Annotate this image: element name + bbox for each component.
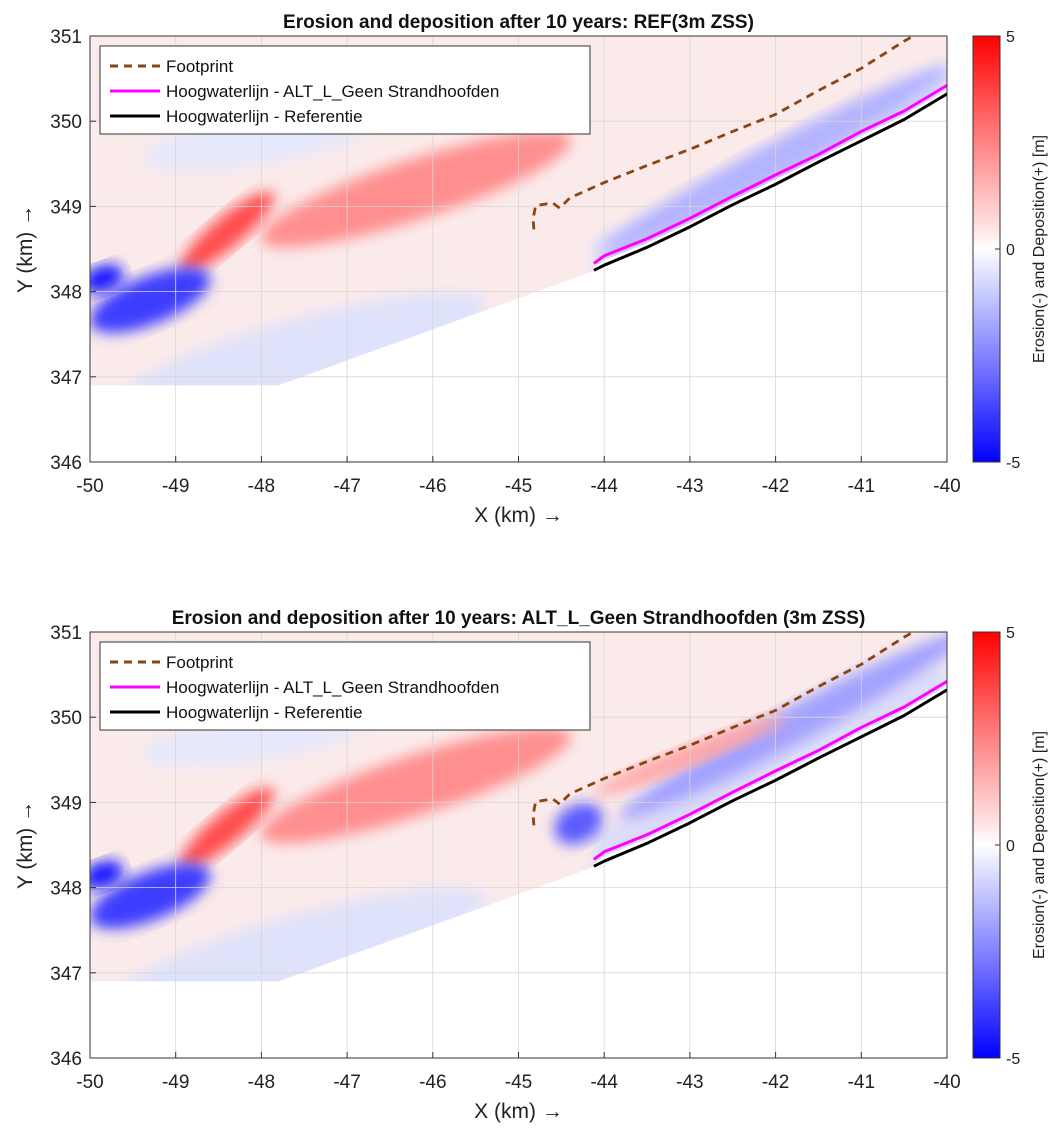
colorbar-tick-label: 5	[1006, 625, 1015, 642]
field-blob-erosion	[90, 264, 124, 293]
x-tick-label: -48	[248, 1072, 275, 1093]
legend-box	[99, 641, 591, 731]
y-tick-label: 347	[50, 368, 82, 389]
field-blob-deposition	[180, 787, 275, 869]
series-line-footprint	[531, 36, 917, 230]
y-tick-label: 351	[50, 27, 82, 48]
y-tick-label: 348	[50, 283, 82, 304]
colorbar-tick-label: 0	[1006, 838, 1015, 855]
series-line-hoogwaterlijn-alt	[593, 84, 947, 265]
legend-label: Hoogwaterlijn - ALT_L_Geen Strandhoofden	[166, 678, 499, 697]
y-tick-label: 350	[50, 708, 82, 729]
x-tick-label: -48	[248, 476, 275, 497]
colorbar: 5 0 -5 Erosion(-) and Deposition(+) [m]	[972, 29, 1048, 472]
field-blob-erosion	[90, 267, 211, 333]
legend-label: Footprint	[166, 653, 233, 672]
field-blob-erosion	[554, 802, 603, 845]
x-tick-label: -40	[933, 1072, 960, 1093]
x-tick-label: -44	[590, 476, 618, 497]
field-blob-erosion	[90, 860, 124, 889]
colorbar-tick-label: 0	[1006, 242, 1015, 259]
x-tick-label: -47	[333, 1072, 360, 1093]
x-tick-label: -45	[505, 1072, 532, 1093]
chart-title: Erosion and deposition after 10 years: A…	[172, 608, 866, 629]
chart-title: Erosion and deposition after 10 years: R…	[283, 12, 754, 33]
field-blob	[121, 292, 487, 411]
colorbar-tick-label: -5	[1006, 455, 1020, 472]
x-tick-label: -42	[762, 476, 789, 497]
chart-panel-1: -50 -49 -48 -47 -46 -45 -44 -43 -42 -41 -403463473…	[14, 12, 1048, 527]
y-axis-label: Y (km) →	[14, 205, 37, 293]
x-tick-label: -42	[762, 1072, 789, 1093]
legend: Footprint Hoogwaterlijn - ALT_L_Geen Stra…	[99, 641, 591, 731]
x-tick-label: -49	[162, 476, 189, 497]
field-blob-erosion	[90, 863, 211, 929]
land-area	[90, 685, 947, 1058]
colorbar: 5 0 -5 Erosion(-) and Deposition(+) [m]	[972, 625, 1048, 1068]
y-tick-label: 346	[50, 1049, 82, 1070]
legend-box	[99, 45, 591, 135]
y-tick-label: 351	[50, 623, 82, 644]
chart-panel-2: -50 -49 -48 -47 -46 -45 -44 -43 -42 -41 -403463473…	[14, 608, 1048, 1123]
legend-label: Hoogwaterlijn - Referentie	[166, 107, 363, 126]
colorbar-tick-label: 5	[1006, 29, 1015, 46]
legend: Footprint Hoogwaterlijn - ALT_L_Geen Stra…	[99, 45, 591, 135]
x-axis-label: X (km) →	[474, 504, 563, 527]
colorbar-tick-label: -5	[1006, 1051, 1020, 1068]
x-tick-label: -45	[505, 476, 532, 497]
series-line-footprint	[531, 632, 917, 826]
y-tick-label: 346	[50, 453, 82, 474]
series-line-hoogwaterlijn-referentie	[593, 92, 947, 272]
series-line-hoogwaterlijn-alt	[593, 680, 947, 861]
x-tick-label: -43	[676, 476, 703, 497]
x-tick-label: -43	[676, 1072, 703, 1093]
legend-label: Hoogwaterlijn - ALT_L_Geen Strandhoofden	[166, 82, 499, 101]
y-tick-label: 349	[50, 793, 82, 814]
x-tick-label: -40	[933, 476, 960, 497]
colorbar-label: Erosion(-) and Deposition(+) [m]	[1031, 731, 1048, 959]
field-blob-deposition	[260, 131, 571, 248]
field-blob-erosion	[618, 632, 947, 820]
x-tick-label: -41	[848, 476, 875, 497]
x-tick-label: -41	[848, 1072, 875, 1093]
series-line-hoogwaterlijn-referentie	[593, 688, 947, 868]
y-tick-label: 349	[50, 197, 82, 218]
legend-label: Footprint	[166, 57, 233, 76]
x-tick-label: -46	[419, 1072, 446, 1093]
field-blob	[121, 888, 487, 1007]
legend-label: Hoogwaterlijn - Referentie	[166, 703, 363, 722]
x-tick-label: -50	[76, 1072, 103, 1093]
x-axis-label: X (km) →	[474, 1100, 563, 1123]
colorbar-label: Erosion(-) and Deposition(+) [m]	[1031, 135, 1048, 363]
x-tick-label: -46	[419, 476, 446, 497]
y-tick-label: 347	[50, 964, 82, 985]
y-axis-label: Y (km) →	[14, 801, 37, 889]
y-tick-label: 350	[50, 112, 82, 133]
field-blob-deposition	[180, 191, 275, 273]
field-blob-deposition	[260, 727, 571, 844]
x-tick-label: -44	[590, 1072, 618, 1093]
y-tick-label: 348	[50, 879, 82, 900]
land-area	[90, 89, 947, 462]
x-tick-label: -50	[76, 476, 103, 497]
x-tick-label: -49	[162, 1072, 189, 1093]
x-tick-label: -47	[333, 476, 360, 497]
